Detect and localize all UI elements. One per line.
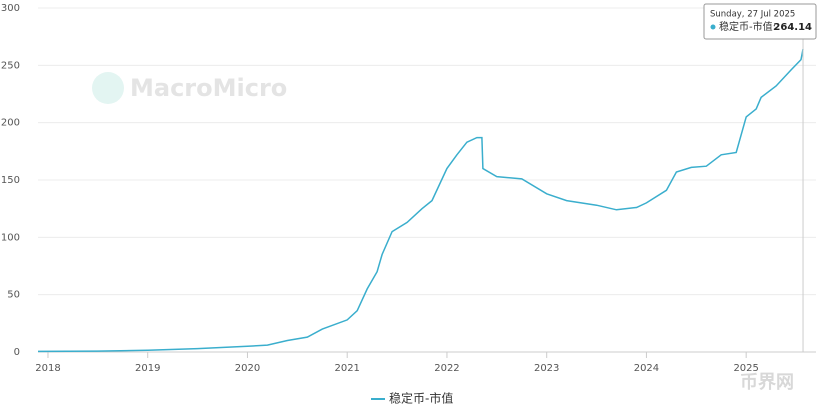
y-tick-label: 100 <box>1 232 20 243</box>
x-tick-label: 2019 <box>135 363 160 374</box>
tooltip-box <box>703 3 817 40</box>
y-tick-label: 200 <box>1 118 20 129</box>
tooltip-dot <box>710 24 716 30</box>
legend-label: 稳定币-市值 <box>389 391 453 406</box>
tooltip-date: Sunday, 27 Jul 2025 <box>710 10 795 20</box>
watermark-logo <box>92 72 124 104</box>
x-tick-label: 2024 <box>634 363 659 374</box>
x-tick-label: 2018 <box>35 363 60 374</box>
watermark: MacroMicro <box>130 74 287 102</box>
line <box>37 48 804 353</box>
x-tick-label: 2021 <box>334 363 359 374</box>
tooltip-label: 稳定币-市值: <box>719 20 776 33</box>
x-tick-label: 2022 <box>434 363 459 374</box>
y-tick-label: 250 <box>1 60 20 71</box>
x-tick-label: 2020 <box>235 363 260 374</box>
y-tick-label: 300 <box>1 3 20 14</box>
x-tick-label: 2023 <box>534 363 559 374</box>
y-tick-label: 150 <box>1 175 20 186</box>
x-tick-label: 2025 <box>733 363 758 374</box>
y-tick-label: 50 <box>7 290 20 301</box>
y-tick-label: 0 <box>14 347 20 358</box>
tooltip-value: 264.14 <box>773 22 812 33</box>
corner-watermark: 币界网 <box>740 372 794 393</box>
